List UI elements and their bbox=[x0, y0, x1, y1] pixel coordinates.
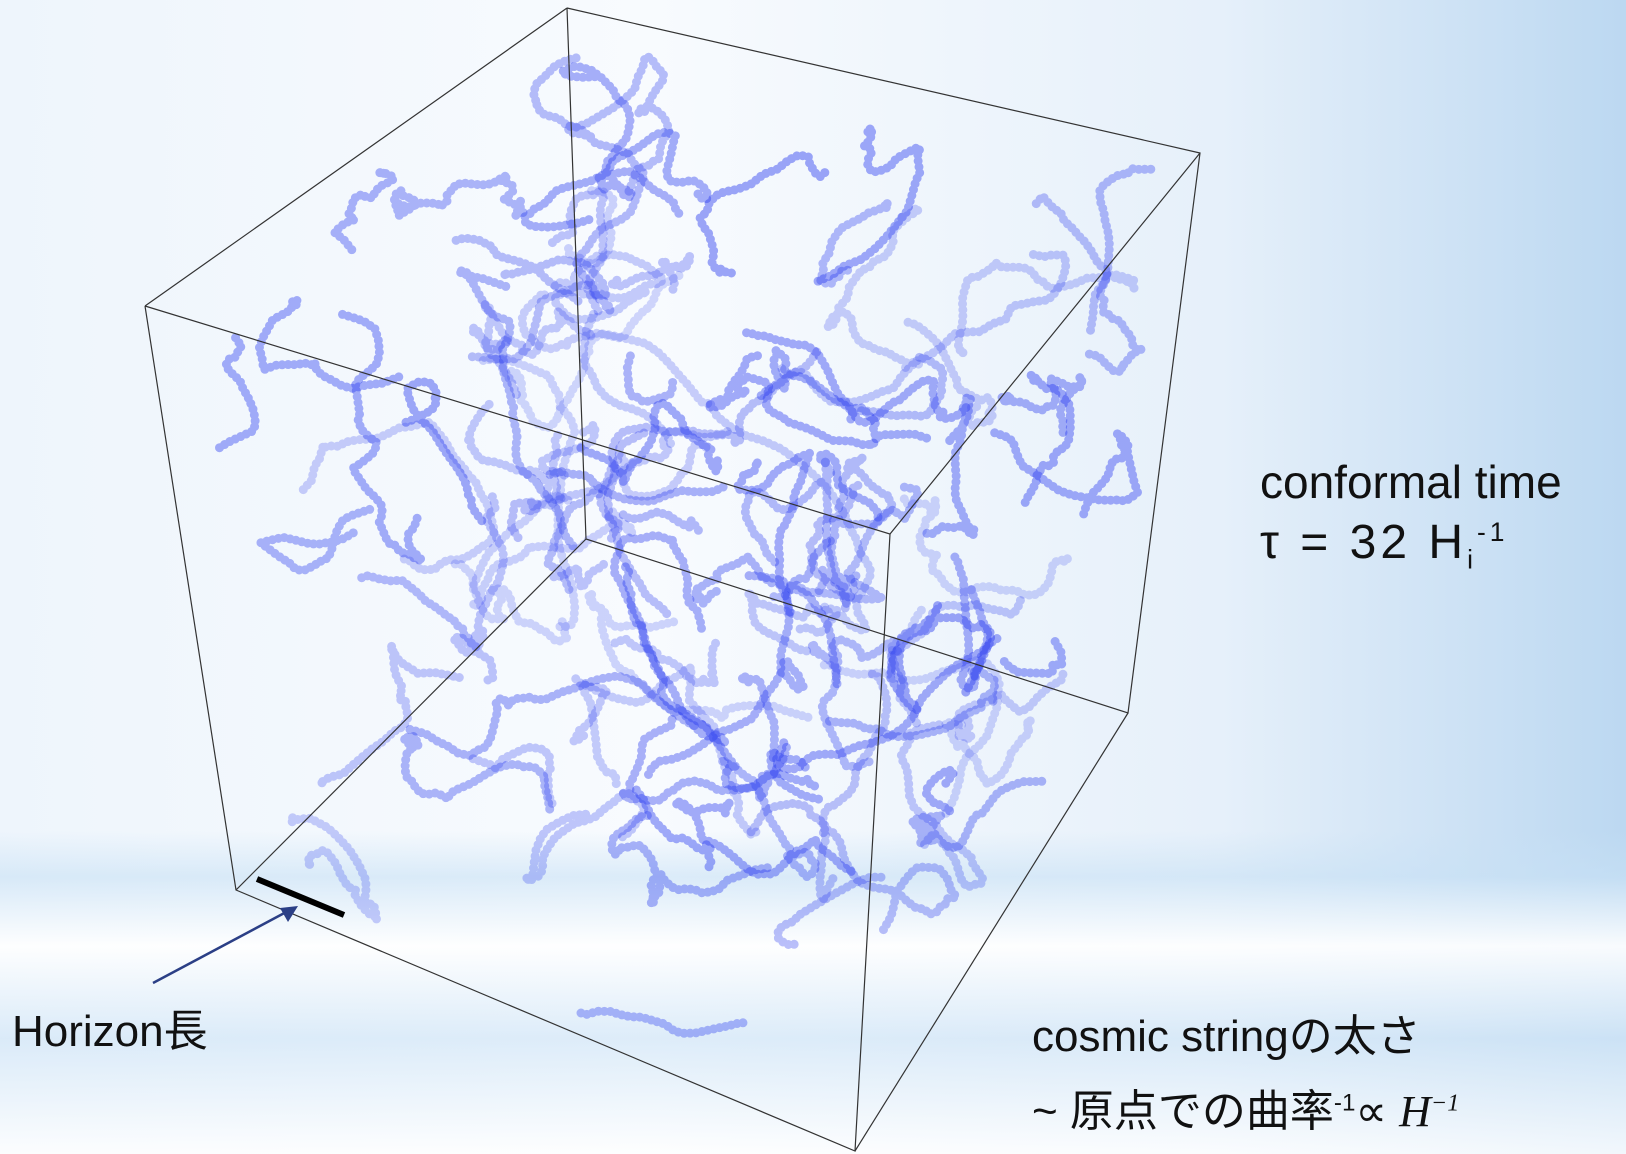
time-value: τ = 32 Hi-1 bbox=[1260, 515, 1508, 576]
string bbox=[261, 509, 370, 570]
thickness-line1: cosmic stringの太さ bbox=[1032, 1000, 1421, 1064]
string bbox=[781, 660, 806, 692]
time-superscript: -1 bbox=[1477, 517, 1508, 547]
string bbox=[291, 818, 378, 920]
relation: ∝ bbox=[1355, 1087, 1386, 1136]
string bbox=[404, 382, 482, 521]
horizon-bar bbox=[257, 879, 344, 915]
math-h: H bbox=[1399, 1087, 1431, 1136]
string bbox=[220, 333, 256, 448]
time-text: τ = 32 H bbox=[1260, 516, 1467, 569]
slide: conformal time τ = 32 Hi-1 Horizon長 cosm… bbox=[0, 0, 1626, 1154]
string bbox=[394, 176, 523, 217]
thickness-line2: ~ 原点での曲率-1∝ H−1 bbox=[1032, 1075, 1459, 1139]
string bbox=[1085, 169, 1151, 372]
string bbox=[1034, 196, 1108, 330]
string bbox=[820, 674, 887, 899]
cosmic-strings bbox=[220, 56, 1151, 1033]
string bbox=[525, 793, 644, 881]
math-sup: −1 bbox=[1431, 1089, 1459, 1116]
string bbox=[320, 646, 460, 784]
string bbox=[334, 173, 394, 251]
simulation-cube bbox=[0, 0, 1626, 1154]
string bbox=[581, 1011, 747, 1033]
time-subscript: i bbox=[1467, 545, 1477, 575]
string bbox=[700, 155, 825, 275]
curvature-sup: -1 bbox=[1334, 1089, 1356, 1116]
horizon-label: Horizon長 bbox=[12, 995, 208, 1059]
string bbox=[1002, 642, 1062, 674]
arrow bbox=[153, 910, 290, 983]
time-title: conformal time bbox=[1260, 455, 1562, 509]
curvature-text: ~ 原点での曲率 bbox=[1032, 1087, 1334, 1136]
string bbox=[904, 498, 1068, 595]
